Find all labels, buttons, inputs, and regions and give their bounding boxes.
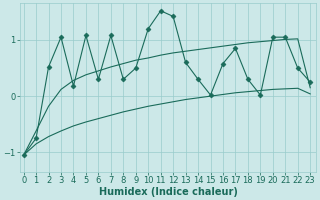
X-axis label: Humidex (Indice chaleur): Humidex (Indice chaleur): [99, 187, 237, 197]
